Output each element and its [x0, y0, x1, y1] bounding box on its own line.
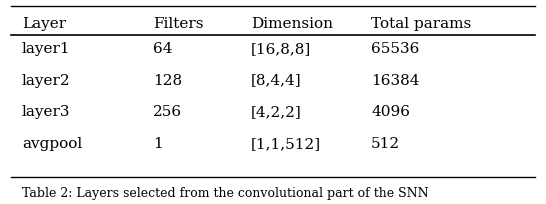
Text: avgpool: avgpool — [22, 137, 82, 151]
Text: 4096: 4096 — [371, 105, 410, 119]
Text: 512: 512 — [371, 137, 400, 151]
Text: [1,1,512]: [1,1,512] — [251, 137, 321, 151]
Text: 64: 64 — [153, 42, 173, 56]
Text: layer2: layer2 — [22, 74, 70, 88]
Text: 16384: 16384 — [371, 74, 419, 88]
Text: layer1: layer1 — [22, 42, 70, 56]
Text: [4,2,2]: [4,2,2] — [251, 105, 302, 119]
Text: Filters: Filters — [153, 18, 203, 31]
Text: layer3: layer3 — [22, 105, 70, 119]
Text: Total params: Total params — [371, 18, 471, 31]
Text: [16,8,8]: [16,8,8] — [251, 42, 311, 56]
Text: 65536: 65536 — [371, 42, 419, 56]
Text: 256: 256 — [153, 105, 182, 119]
Text: Dimension: Dimension — [251, 18, 333, 31]
Text: [8,4,4]: [8,4,4] — [251, 74, 301, 88]
Text: Table 2: Layers selected from the convolutional part of the SNN: Table 2: Layers selected from the convol… — [22, 187, 429, 200]
Text: Layer: Layer — [22, 18, 66, 31]
Text: 128: 128 — [153, 74, 182, 88]
Text: 1: 1 — [153, 137, 163, 151]
